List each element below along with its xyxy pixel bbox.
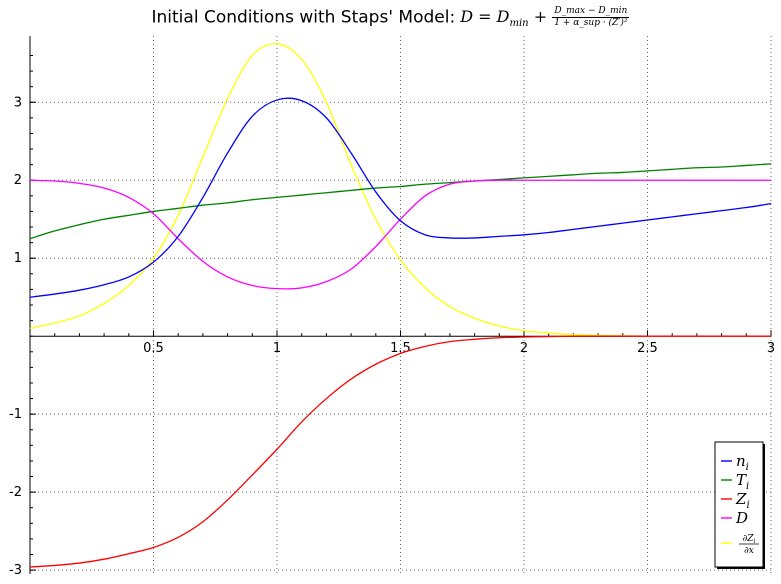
y-tick-label: 1 xyxy=(14,251,22,266)
chart-title: Initial Conditions with Staps' Model: D … xyxy=(0,6,781,29)
legend-label-2: Zi xyxy=(735,490,750,511)
legend-label-sub-0: i xyxy=(746,462,749,473)
formula-fraction-numerator: D_max − D_min xyxy=(552,6,630,18)
chart-title-formula: D = Dmin + D_max − D_min 1 + α_sup · (Z′… xyxy=(460,6,630,30)
series-line-0 xyxy=(29,97,772,298)
y-tick-label: 3 xyxy=(14,95,22,110)
x-tick-label: 2.5 xyxy=(637,341,658,356)
formula-plus: + xyxy=(533,7,548,26)
y-tick-label: -3 xyxy=(9,563,22,578)
x-tick-label: 0.5 xyxy=(143,341,164,356)
formula-fraction: D_max − D_min 1 + α_sup · (Z′)² xyxy=(552,6,630,29)
y-tick-label: -2 xyxy=(9,485,22,500)
formula-fraction-denominator: 1 + α_sup · (Z′)² xyxy=(554,18,628,28)
formula-lhs-sub: min xyxy=(509,18,529,30)
series-line-3 xyxy=(29,179,771,290)
y-tick-label: -1 xyxy=(9,407,22,422)
formula-lhs: D = D xyxy=(460,7,510,26)
legend-label-sub-1: i xyxy=(746,481,749,492)
legend-label-sub-2: i xyxy=(746,500,749,511)
legend-label-0: ni xyxy=(736,452,749,473)
x-tick-label: 1.5 xyxy=(390,341,411,356)
legend-label-3: D xyxy=(735,509,748,527)
x-tick-label: 3 xyxy=(767,341,775,356)
legend-frac-num: ∂Zi xyxy=(743,534,756,545)
series-line-1 xyxy=(29,163,772,240)
series-line-2 xyxy=(29,335,771,568)
x-tick-label: 2 xyxy=(520,341,528,356)
y-tick-label: 2 xyxy=(14,173,22,188)
chart-title-text: Initial Conditions with Staps' Model: xyxy=(151,7,456,28)
legend-label-1: Ti xyxy=(736,471,749,492)
legend-box xyxy=(714,441,764,568)
legend-frac-num-sub: i xyxy=(754,538,756,545)
legend-frac-den: ∂x xyxy=(744,546,754,556)
x-tick-label: 1 xyxy=(273,341,281,356)
